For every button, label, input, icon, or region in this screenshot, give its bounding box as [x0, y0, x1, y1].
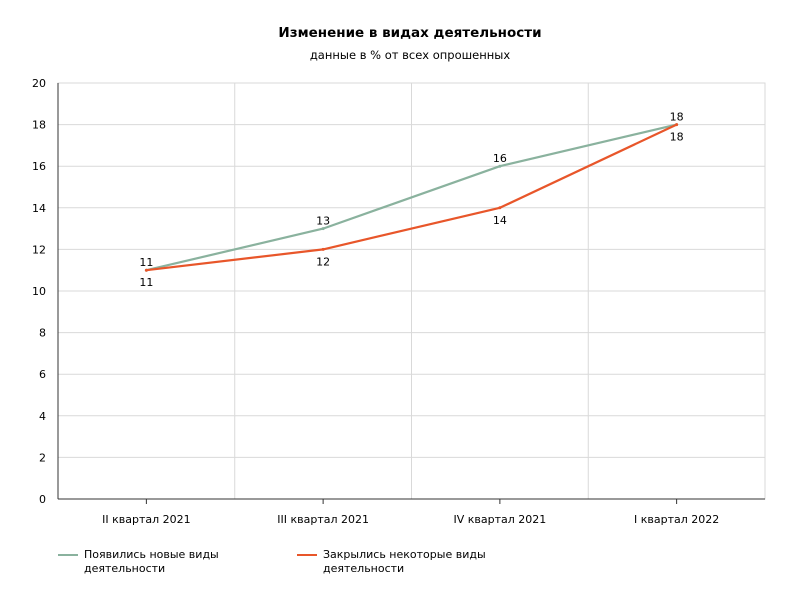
y-tick-label: 18: [32, 119, 46, 132]
y-tick-label: 16: [32, 160, 46, 173]
data-label: 18: [670, 111, 684, 124]
y-tick-label: 4: [39, 410, 46, 423]
y-tick-label: 14: [32, 202, 46, 215]
y-tick-label: 0: [39, 493, 46, 506]
x-tick-label: IV квартал 2021: [453, 513, 546, 526]
data-point: [144, 268, 148, 272]
legend-item-new-activities: Появились новые виды деятельности: [58, 548, 249, 576]
data-point: [321, 247, 325, 251]
data-label: 12: [316, 255, 330, 268]
series-line-1: [146, 123, 678, 272]
legend-label-new-activities: Появились новые виды деятельности: [84, 548, 219, 575]
series-line-0: [146, 123, 677, 272]
data-label: 14: [493, 214, 507, 227]
data-point: [321, 227, 325, 231]
legend-swatch-new-activities: [58, 554, 78, 556]
data-point: [498, 164, 502, 168]
legend-label-closed-activities: Закрылись некоторые виды деятельности: [323, 548, 486, 575]
legend-swatch-closed-activities: [297, 554, 317, 556]
x-tick-label: I квартал 2022: [634, 513, 719, 526]
y-tick-label: 10: [32, 285, 46, 298]
data-label: 11: [139, 276, 153, 289]
y-tick-label: 6: [39, 368, 46, 381]
data-label: 16: [493, 152, 507, 165]
legend-item-closed-activities: Закрылись некоторые виды деятельности: [297, 548, 488, 576]
y-tick-label: 20: [32, 77, 46, 90]
chart-title: Изменение в видах деятельности: [278, 25, 542, 41]
x-tick-label: II квартал 2021: [102, 513, 191, 526]
chart-subtitle: данные в % от всех опрошенных: [309, 48, 511, 62]
y-tick-label: 2: [39, 451, 46, 464]
y-tick-label: 12: [32, 243, 46, 256]
data-point: [498, 206, 502, 210]
data-point: [675, 123, 679, 127]
data-label: 13: [316, 215, 330, 228]
y-tick-label: 8: [39, 327, 46, 340]
x-tick-label: III квартал 2021: [277, 513, 369, 526]
data-label: 18: [670, 131, 684, 144]
data-label: 11: [139, 256, 153, 269]
